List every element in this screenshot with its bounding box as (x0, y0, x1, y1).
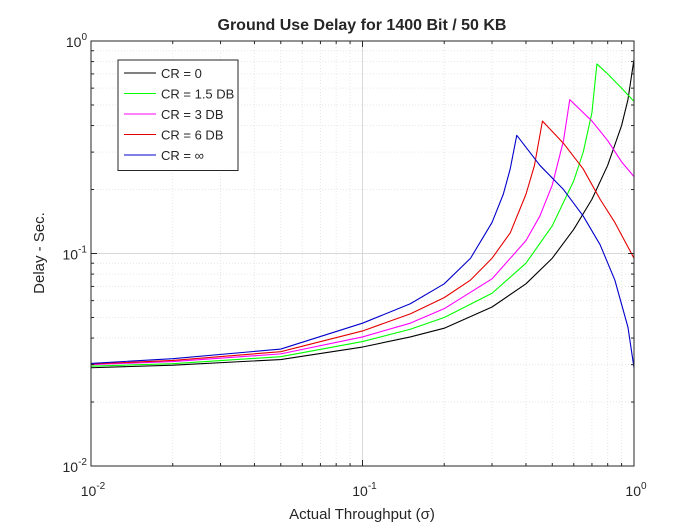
legend: CR = 0 CR = 1.5 DB CR = 3 DB CR = 6 DB CR = … (117, 59, 239, 171)
legend-label: CR = 6 DB (161, 128, 224, 143)
tick-layer: 10-2 10-1 100 10-2 10-1 100 (63, 32, 647, 499)
series-line-1 (90, 59, 635, 369)
y-tick-label: 100 (66, 32, 88, 50)
x-tick-label: 100 (625, 481, 647, 499)
y-tick-label: 10-1 (63, 245, 88, 263)
series-line-4 (90, 120, 635, 365)
legend-label: CR = 0 (161, 66, 202, 81)
legend-box (117, 59, 239, 171)
series-line-5 (90, 134, 635, 368)
series-line-2 (90, 63, 635, 367)
series-line-3 (90, 99, 635, 366)
x-tick-label: 10-2 (81, 481, 106, 499)
y-tick-label: 10-2 (63, 457, 88, 475)
chart-title: Ground Use Delay for 1400 Bit / 50 KB (218, 17, 507, 34)
x-axis-label: Actual Throughput (σ) (289, 506, 435, 523)
y-axis-label: Delay - Sec. (31, 212, 48, 294)
legend-label: CR = 3 DB (161, 107, 224, 122)
legend-label: CR = ∞ (161, 148, 204, 163)
x-tick-label: 10-1 (352, 481, 377, 499)
series-layer (90, 59, 635, 369)
legend-label: CR = 1.5 DB (161, 87, 234, 102)
